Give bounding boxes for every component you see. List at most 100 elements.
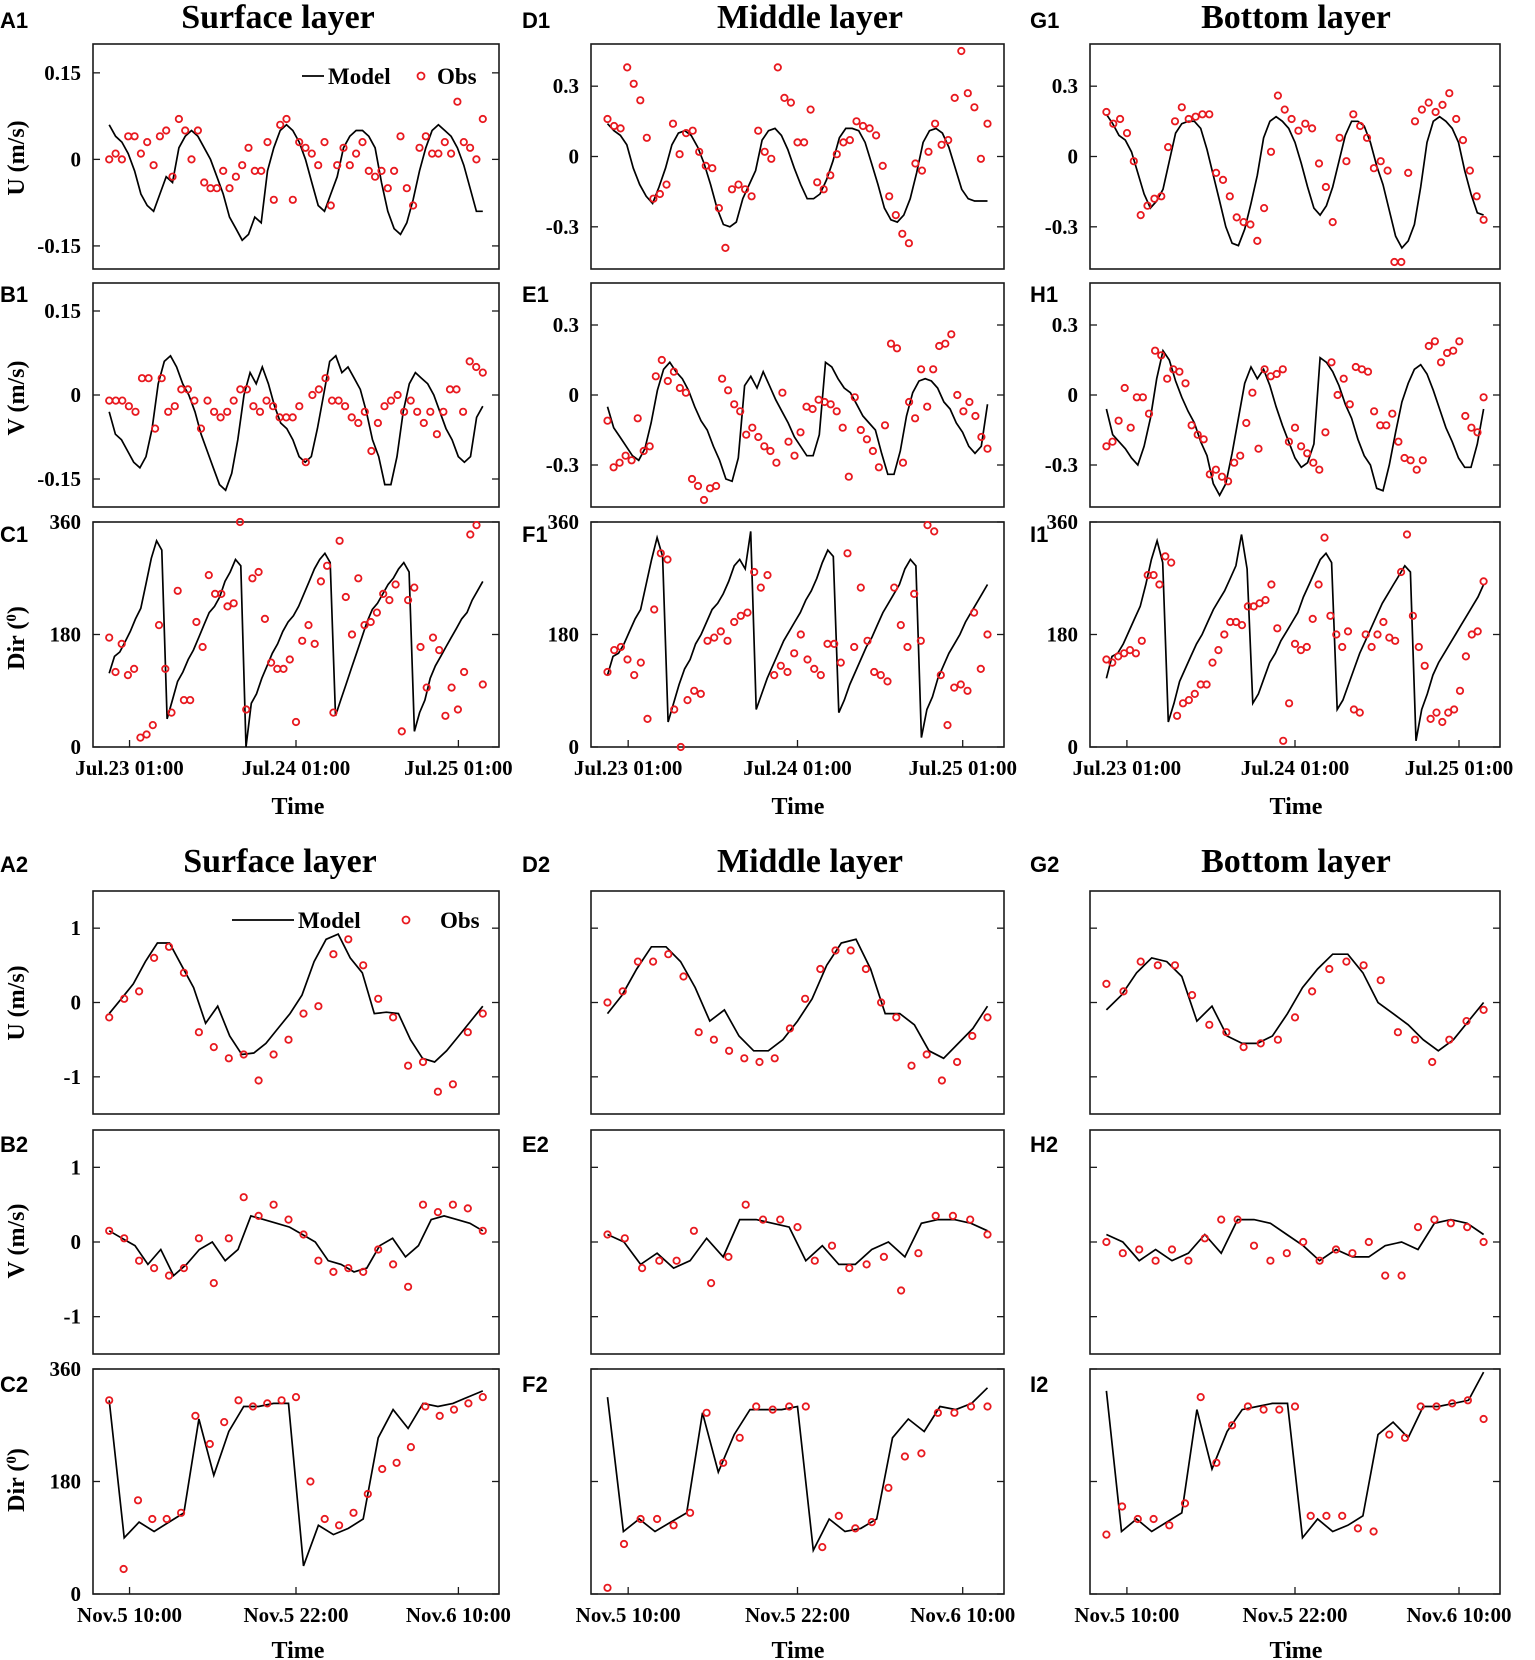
obs-point-A1-3	[124, 132, 133, 141]
obs-point-H1-53	[1424, 341, 1433, 351]
obs-point-B2-4	[164, 1271, 174, 1280]
obs-point-A2-8	[224, 1054, 233, 1063]
obs-point-A2-15	[329, 950, 338, 959]
panel-I1: 0 180 360 Jul.23 01:00 Jul.24 01:00 Jul.25 01…	[1030, 510, 1513, 780]
obs-point-C2-9	[234, 1396, 243, 1405]
obs-point-I1-33	[1296, 645, 1306, 655]
obs-point-E1-38	[832, 407, 841, 416]
xtick-label-C2-1: Nov.5 22:00	[244, 1603, 349, 1627]
obs-point-B1-45	[399, 407, 409, 416]
obs-point-D1-41	[871, 131, 881, 140]
obs-point-C1-46	[391, 580, 400, 589]
obs-point-B1-34	[327, 396, 337, 405]
xtick-label-F1-1: Jul.24 01:00	[743, 756, 852, 780]
obs-point-G1-52	[1458, 136, 1468, 145]
obs-point-H2-15	[1348, 1249, 1357, 1258]
obs-point-E2-16	[879, 1252, 889, 1262]
obs-point-H1-1	[1108, 437, 1117, 446]
obs-point-E1-18	[711, 481, 721, 491]
legend-obs-marker	[401, 915, 411, 925]
legend-obs-label: Obs	[437, 64, 477, 89]
obs-point-G1-55	[1479, 215, 1488, 224]
obs-point-D1-18	[721, 243, 730, 252]
obs-point-C2-19	[378, 1464, 387, 1474]
obs-point-D2-8	[724, 1046, 734, 1055]
obs-point-F1-37	[850, 642, 859, 652]
panel-frame-B2	[92, 1129, 500, 1355]
obs-point-H1-32	[1297, 442, 1306, 451]
obs-point-F1-53	[956, 680, 965, 689]
obs-point-I2-9	[1243, 1402, 1253, 1411]
obs-point-H2-5	[1184, 1256, 1193, 1265]
obs-point-A1-39	[351, 149, 361, 158]
obs-point-F1-20	[736, 611, 745, 620]
panel-label-E1: E1	[522, 282, 549, 307]
panel-H2: H2	[1030, 1129, 1501, 1355]
obs-point-H1-12	[1175, 367, 1184, 376]
obs-point-H1-62	[1479, 393, 1488, 402]
obs-point-H1-18	[1211, 465, 1221, 474]
obs-point-D2-20	[907, 1061, 916, 1070]
panel-label-H2: H2	[1030, 1132, 1058, 1157]
obs-point-F1-41	[876, 670, 885, 680]
obs-point-E1-54	[929, 365, 938, 374]
panel-label-G1: G1	[1030, 8, 1059, 33]
obs-point-H2-20	[1430, 1215, 1439, 1224]
obs-point-B1-32	[314, 385, 323, 394]
obs-point-D1-0	[603, 114, 612, 124]
obs-point-F2-11	[785, 1402, 794, 1411]
obs-point-D1-36	[839, 138, 848, 147]
ytick-label-A1-0: -0.15	[37, 234, 81, 258]
obs-point-I2-0	[1102, 1530, 1111, 1539]
obs-point-E1-10	[663, 376, 672, 386]
obs-point-I1-52	[1408, 611, 1418, 620]
obs-point-C2-20	[392, 1458, 401, 1467]
obs-point-G1-31	[1314, 159, 1324, 168]
obs-point-A1-7	[149, 161, 158, 170]
obs-point-D1-13	[688, 126, 697, 135]
obs-point-D2-4	[664, 950, 673, 959]
xlabel-2-col1: Time	[772, 1638, 825, 1660]
obs-point-I1-41	[1343, 627, 1353, 636]
obs-point-C2-11	[263, 1399, 272, 1408]
ytick-label-B1-2: 0.15	[44, 299, 81, 323]
obs-point-G1-47	[1424, 98, 1433, 107]
obs-point-H1-47	[1388, 409, 1397, 418]
xlabel-2-col0: Time	[272, 1638, 325, 1660]
obs-point-H2-11	[1282, 1249, 1291, 1258]
model-line-H2	[1106, 1218, 1485, 1262]
obs-point-H1-16	[1199, 435, 1208, 444]
obs-point-I1-54	[1420, 661, 1429, 670]
panel-D2: D2	[522, 852, 1005, 1115]
obs-point-F2-9	[752, 1402, 761, 1411]
obs-point-H1-25	[1254, 444, 1263, 453]
obs-point-G1-38	[1362, 133, 1372, 142]
obs-point-D1-3	[623, 63, 632, 72]
obs-point-E2-5	[689, 1226, 699, 1235]
obs-point-F1-42	[883, 677, 892, 686]
obs-point-A1-37	[339, 143, 348, 152]
obs-point-A1-26	[269, 195, 278, 204]
obs-point-A1-6	[143, 138, 152, 147]
obs-point-C2-21	[406, 1443, 415, 1452]
obs-point-C1-22	[242, 705, 251, 714]
obs-point-C2-6	[191, 1411, 200, 1421]
obs-point-G2-2	[1136, 957, 1145, 966]
obs-point-G1-41	[1383, 166, 1392, 175]
obs-point-H2-0	[1102, 1237, 1111, 1247]
obs-point-D1-4	[629, 79, 638, 88]
obs-point-I2-16	[1353, 1524, 1363, 1533]
obs-point-G1-5	[1136, 211, 1145, 220]
ylabel-dir-2: Dir (0)	[4, 1448, 30, 1512]
obs-point-E1-43	[862, 435, 872, 444]
obs-point-F1-6	[643, 714, 652, 724]
obs-point-I1-46	[1373, 630, 1382, 639]
obs-point-G2-11	[1290, 1013, 1300, 1022]
obs-point-C2-1	[119, 1564, 128, 1574]
obs-point-C2-4	[162, 1514, 171, 1524]
obs-point-E1-49	[898, 458, 908, 467]
obs-point-D2-13	[800, 994, 810, 1003]
obs-point-G1-50	[1445, 89, 1454, 98]
obs-point-E1-50	[904, 397, 914, 407]
obs-point-C1-13	[186, 695, 195, 705]
